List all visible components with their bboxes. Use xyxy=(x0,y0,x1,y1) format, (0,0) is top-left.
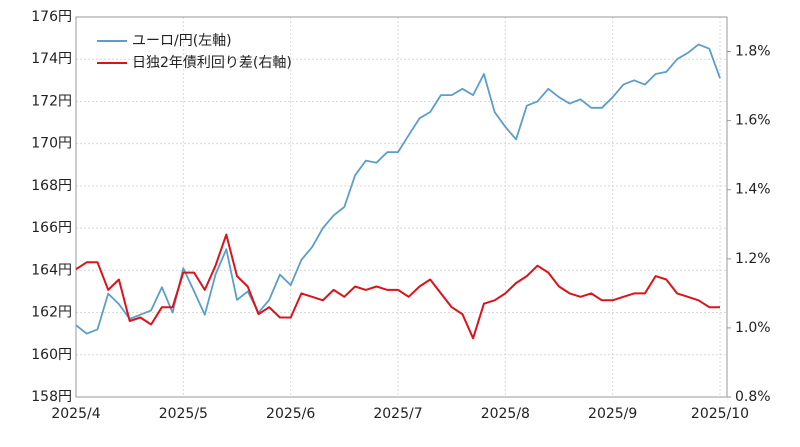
y2-tick-label: 1.2% xyxy=(735,251,771,267)
y-tick-label: 176円 xyxy=(31,9,72,25)
y-tick-label: 174円 xyxy=(31,51,72,67)
y2-tick-label: 1.4% xyxy=(735,182,771,198)
y-tick-label: 164円 xyxy=(31,262,72,278)
x-tick-label: 2025/10 xyxy=(691,406,749,422)
x-tick-label: 2025/9 xyxy=(588,406,637,422)
y-tick-label: 160円 xyxy=(31,347,72,363)
plot-frame xyxy=(75,16,728,398)
y-tick-label: 172円 xyxy=(31,93,72,109)
x-tick-label: 2025/7 xyxy=(373,406,422,422)
y-tick-label: 162円 xyxy=(31,305,72,321)
y2-tick-label: 1.0% xyxy=(735,320,771,336)
x-tick-label: 2025/4 xyxy=(51,406,100,422)
x-tick-label: 2025/5 xyxy=(159,406,208,422)
y-tick-label: 158円 xyxy=(31,389,72,405)
y2-tick-label: 0.8% xyxy=(735,389,771,405)
series-line xyxy=(75,233,720,340)
y-tick-label: 170円 xyxy=(31,136,72,152)
y-tick-label: 168円 xyxy=(31,178,72,194)
series-line xyxy=(75,43,721,335)
y2-tick-label: 1.8% xyxy=(735,44,771,60)
legend-label: 日独2年債利回り差(右軸) xyxy=(132,55,292,71)
x-tick-label: 2025/6 xyxy=(266,406,315,422)
x-tick-label: 2025/8 xyxy=(481,406,530,422)
y2-tick-label: 1.6% xyxy=(735,113,771,129)
y-tick-label: 166円 xyxy=(31,220,72,236)
legend-label: ユーロ/円(左軸) xyxy=(132,33,232,49)
